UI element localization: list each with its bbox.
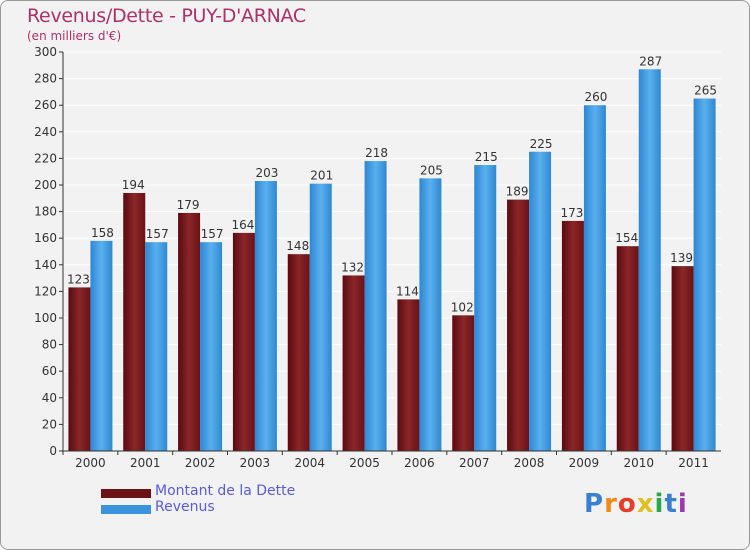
value-label-dette: 123 (67, 272, 90, 286)
legend-label-dette: Montant de la Dette (155, 483, 296, 499)
logo-letter: i (677, 489, 688, 519)
y-tick-label: 100 (34, 311, 57, 325)
logo-letter: i (654, 489, 665, 519)
bar-revenus (529, 151, 552, 451)
bar-dette (397, 299, 420, 451)
y-tick-label: 40 (42, 391, 57, 405)
chart-title: Revenus/Dette - PUY-D'ARNAC (27, 5, 306, 27)
value-label-dette: 114 (396, 284, 419, 298)
y-tick-label: 280 (34, 72, 57, 86)
logo-letter: t (664, 489, 678, 519)
bar-revenus (638, 69, 661, 451)
bar-dette (342, 275, 365, 451)
x-tick-label: 2004 (294, 456, 325, 470)
logo-letter: x (636, 489, 655, 519)
grid (63, 51, 721, 452)
legend-label-revenus: Revenus (155, 499, 215, 515)
bar-dette (671, 266, 694, 451)
value-label-revenus: 218 (365, 146, 388, 160)
value-label-revenus: 203 (255, 166, 278, 180)
bar-dette (452, 315, 475, 451)
y-tick-label: 180 (34, 205, 57, 219)
x-tick-label: 2000 (75, 456, 106, 470)
value-label-revenus: 201 (310, 169, 333, 183)
value-label-revenus: 260 (584, 90, 607, 104)
bar-revenus (90, 240, 113, 451)
value-label-revenus: 157 (146, 227, 169, 241)
x-tick-label: 2003 (240, 456, 271, 470)
x-tick-label: 2005 (349, 456, 380, 470)
proxiti-logo: Proxiti (584, 489, 688, 519)
x-tick-label: 2008 (514, 456, 545, 470)
bar-revenus (364, 161, 387, 451)
value-label-dette: 154 (615, 231, 638, 245)
value-label-revenus: 265 (694, 84, 717, 98)
y-tick-label: 160 (34, 231, 57, 245)
value-label-dette: 148 (286, 239, 309, 253)
bar-revenus (309, 183, 332, 452)
y-tick-label: 80 (42, 338, 57, 352)
value-label-dette: 189 (506, 185, 529, 199)
bar-dette (561, 220, 584, 451)
x-tick-label: 2010 (623, 456, 654, 470)
x-tick-label: 2001 (130, 456, 161, 470)
y-tick-label: 300 (34, 45, 57, 59)
bar-revenus (474, 165, 497, 452)
y-tick-label: 120 (34, 284, 57, 298)
bar-dette (68, 287, 91, 451)
bar-dette (616, 246, 639, 451)
value-label-dette: 132 (341, 260, 364, 274)
y-tick-label: 260 (34, 98, 57, 112)
value-label-revenus: 157 (201, 227, 224, 241)
y-tick-label: 220 (34, 151, 57, 165)
value-label-dette: 164 (231, 218, 254, 232)
value-label-revenus: 158 (91, 226, 114, 240)
logo-letter: r (604, 489, 618, 519)
bar-revenus (693, 98, 716, 452)
x-tick-label: 2009 (569, 456, 600, 470)
value-label-revenus: 215 (475, 150, 498, 164)
legend-swatch-revenus (101, 505, 151, 514)
legend-swatch-dette (101, 489, 151, 498)
x-tick-label: 2002 (185, 456, 216, 470)
value-labels: 123 158 194 157 179 157 164 203 148 201 132 218 114 2… (67, 54, 717, 314)
y-tick-label: 240 (34, 125, 57, 139)
bars (68, 69, 716, 452)
axes: 0 20 40 60 80 100 120 140 160 180 200 220 240 260 280 3… (34, 45, 721, 470)
value-label-dette: 179 (177, 198, 200, 212)
x-tick-label: 2007 (459, 456, 490, 470)
y-tick-label: 140 (34, 258, 57, 272)
y-tick-label: 200 (34, 178, 57, 192)
bar-dette (178, 212, 201, 451)
value-label-revenus: 225 (530, 137, 553, 151)
value-label-dette: 194 (122, 178, 145, 192)
bar-revenus (145, 242, 168, 451)
bar-revenus (419, 178, 442, 451)
value-label-revenus: 287 (639, 54, 662, 68)
bar-revenus (254, 181, 277, 451)
value-label-revenus: 205 (420, 163, 443, 177)
logo-letter: P (584, 489, 605, 519)
bar-dette (123, 192, 146, 452)
value-label-dette: 173 (560, 206, 583, 220)
logo-letter: o (617, 489, 637, 519)
bar-dette (507, 199, 530, 451)
y-tick-label: 60 (42, 364, 57, 378)
bar-dette (287, 254, 310, 451)
value-label-dette: 102 (451, 300, 474, 314)
chart-subtitle: (en milliers d'€) (27, 29, 122, 43)
value-label-dette: 139 (670, 251, 693, 265)
bar-dette (232, 232, 255, 451)
y-tick-label: 0 (49, 444, 57, 458)
x-tick-label: 2006 (404, 456, 435, 470)
bar-revenus (583, 105, 606, 451)
x-tick-label: 2011 (678, 456, 709, 470)
y-tick-label: 20 (42, 417, 57, 431)
bar-revenus (200, 242, 223, 451)
